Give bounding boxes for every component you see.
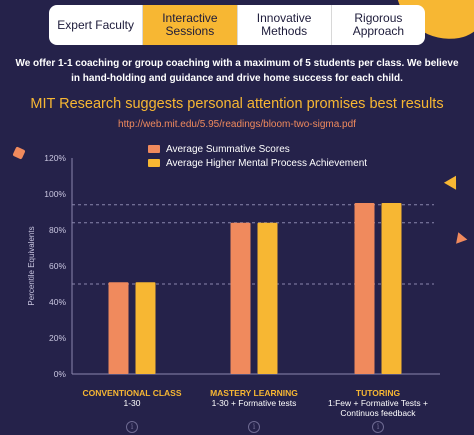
category-name: MASTERY LEARNING (210, 388, 298, 398)
y-axis-label: Percentile Equivalents (27, 226, 36, 305)
bar (257, 222, 278, 374)
info-icon[interactable]: i (126, 421, 138, 433)
legend-label: Average Summative Scores (166, 144, 290, 155)
category-label-tutoring: TUTORING 1:Few + Formative Tests + Conti… (323, 388, 433, 418)
bar (381, 203, 402, 374)
bar (354, 203, 375, 374)
tab-interactive-sessions[interactable]: Interactive Sessions (143, 5, 238, 45)
tab-innovative-methods[interactable]: Innovative Methods (238, 5, 332, 45)
reference-link[interactable]: http://web.mit.edu/5.95/readings/bloom-t… (118, 119, 356, 130)
intro-text: We offer 1-1 coaching or group coaching … (15, 58, 459, 84)
section-heading: MIT Research suggests personal attention… (30, 96, 444, 112)
y-tick-label: 40% (49, 297, 66, 307)
bar (230, 222, 251, 374)
category-label-mastery: MASTERY LEARNING 1-30 + Formative tests (189, 388, 319, 408)
info-icon[interactable]: i (372, 421, 384, 433)
feature-tabs: Expert Faculty Interactive Sessions Inno… (49, 5, 425, 45)
category-name: CONVENTIONAL CLASS (82, 388, 182, 398)
bar (108, 282, 129, 374)
tab-rigorous-approach[interactable]: Rigorous Approach (352, 11, 405, 38)
category-detail: 1-30 (123, 398, 141, 408)
bar (135, 282, 156, 374)
y-tick-label: 0% (54, 369, 67, 379)
category-detail: 1-30 + Formative tests (211, 398, 297, 408)
y-tick-label: 20% (49, 333, 66, 343)
y-tick-label: 100% (44, 189, 66, 199)
info-icon[interactable]: i (248, 421, 260, 433)
category-label-conventional: CONVENTIONAL CLASS 1-30 (72, 388, 192, 408)
legend-swatch (148, 145, 160, 153)
y-tick-label: 120% (44, 153, 66, 163)
legend-swatch (148, 159, 160, 167)
y-tick-label: 80% (49, 225, 66, 235)
category-detail: 1:Few + Formative Tests + Continuos feed… (328, 398, 428, 418)
legend-label: Average Higher Mental Process Achievemen… (166, 158, 367, 169)
tab-expert-faculty[interactable]: Expert Faculty (49, 5, 144, 45)
category-name: TUTORING (355, 388, 401, 398)
y-tick-label: 60% (49, 261, 66, 271)
